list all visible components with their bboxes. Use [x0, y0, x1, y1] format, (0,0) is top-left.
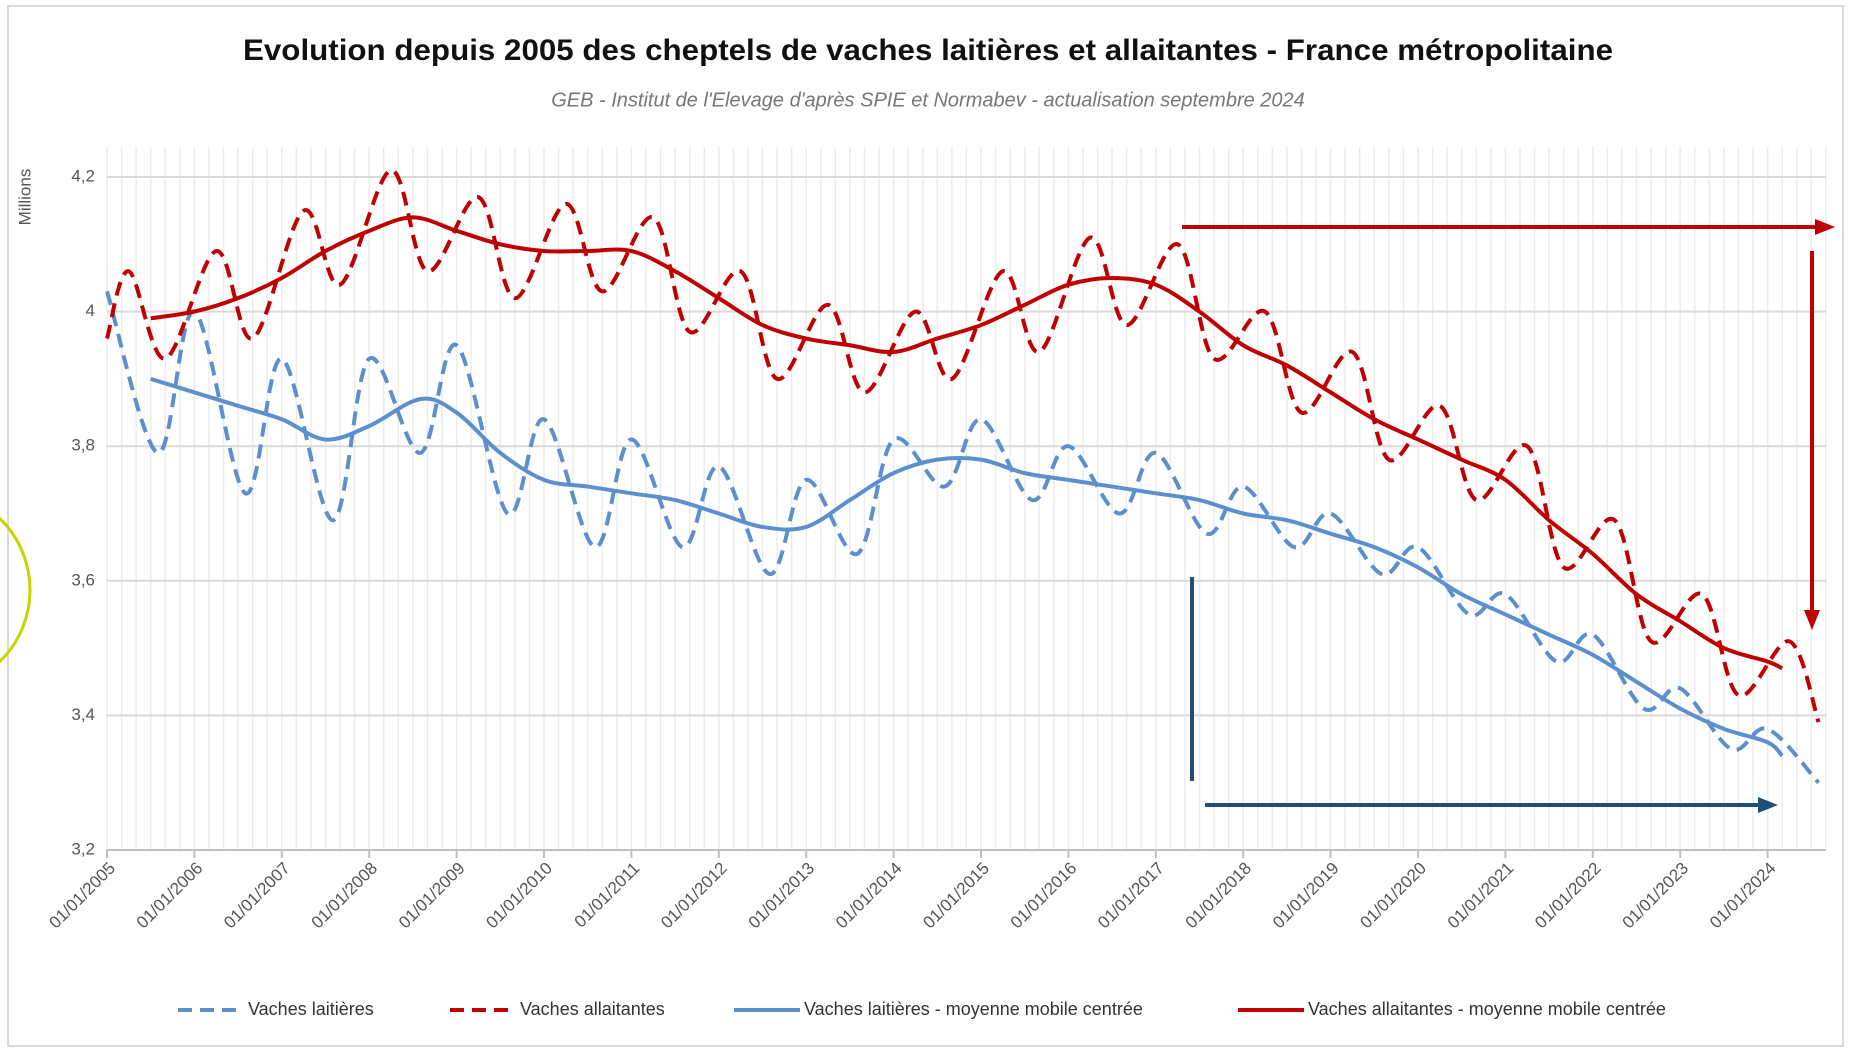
annotation-arrows [1182, 219, 1835, 813]
series-line [150, 376, 1784, 758]
chart-subtitle: GEB - Institut de l'Elevage d'après SPIE… [551, 89, 1305, 111]
legend: Vaches laitières Vaches allaitantes Vaches… [178, 999, 1666, 1019]
arrow-head [1815, 219, 1835, 235]
legend-label: Vaches laitières [248, 999, 374, 1019]
arrow-head [1758, 797, 1778, 813]
chart-title: Evolution depuis 2005 des cheptels de va… [243, 34, 1613, 67]
y-axis-label: Millions [15, 169, 34, 226]
series-line [150, 215, 1784, 671]
chart-frame [7, 5, 1844, 1047]
y-tick-label: 3,2 [71, 839, 95, 858]
arrow-head [1804, 610, 1820, 630]
y-tick-label: 4,2 [71, 166, 95, 185]
plot [105, 168, 1821, 785]
y-tick-label: 3,8 [71, 436, 95, 455]
legend-label: Vaches allaitantes - moyenne mobile cent… [1308, 999, 1666, 1019]
legend-label: Vaches laitières - moyenne mobile centré… [804, 999, 1143, 1019]
series-line [105, 168, 1821, 723]
highlight-circle [0, 516, 32, 664]
y-tick-label: 3,6 [71, 570, 95, 589]
y-tick-label: 3,4 [71, 705, 95, 724]
y-tick-label: 4 [86, 301, 95, 320]
legend-label: Vaches allaitantes [520, 999, 665, 1019]
